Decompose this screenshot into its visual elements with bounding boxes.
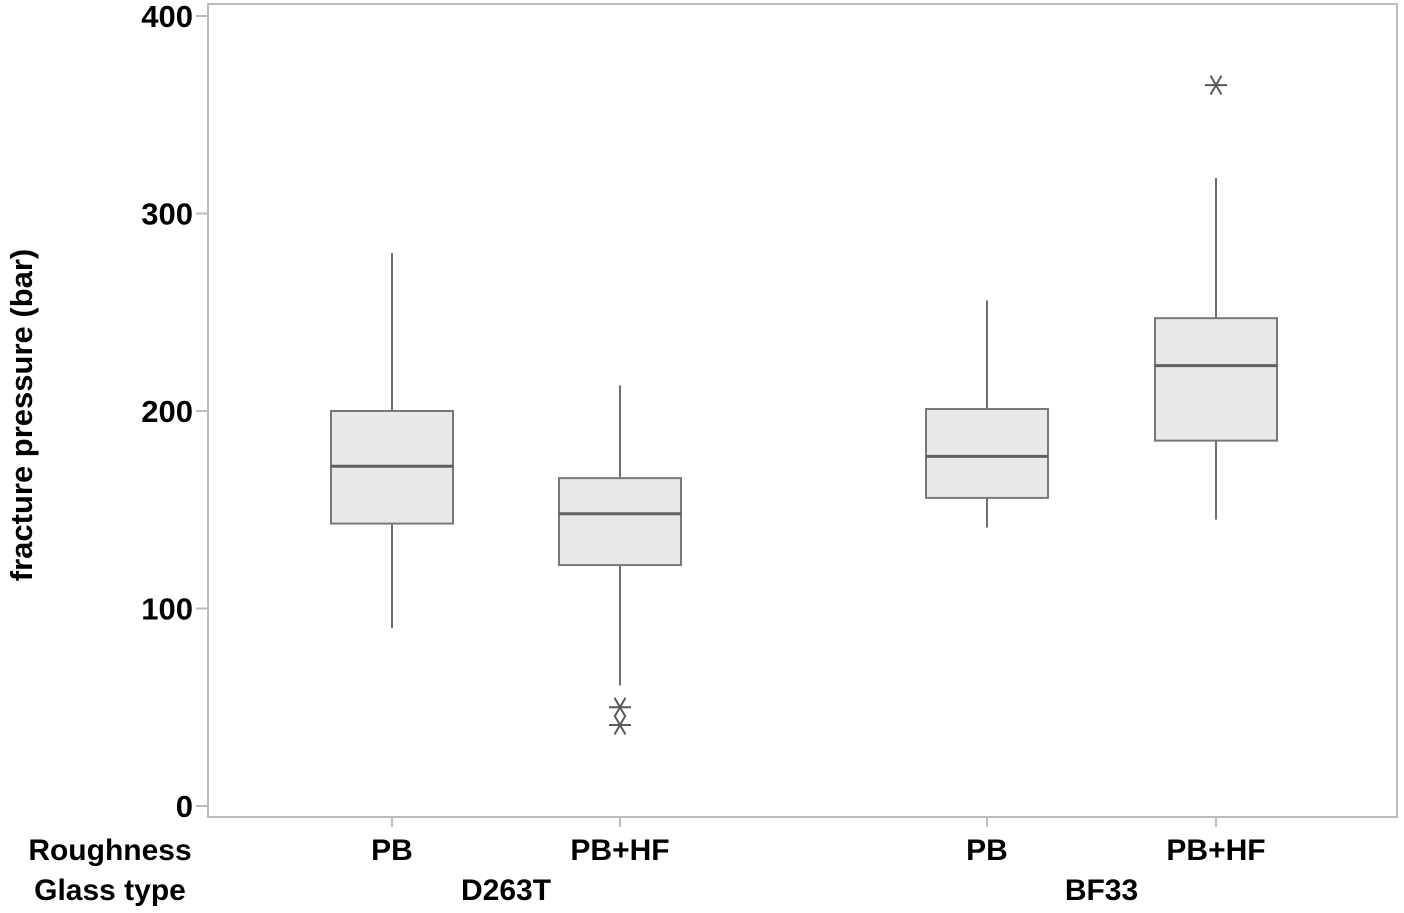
y-tick-label: 100	[141, 592, 193, 627]
y-axis-title: fracture pressure (bar)	[4, 249, 39, 582]
outlier-asterisk-stroke	[613, 697, 627, 718]
iqr-box	[1154, 317, 1278, 442]
y-tick-label: 200	[141, 394, 193, 429]
x-category-label: PB	[371, 834, 413, 867]
x-category-label: PB+HF	[570, 834, 669, 867]
glass-type-label: D263T	[461, 874, 551, 907]
x-category-label: PB	[966, 834, 1008, 867]
y-tick-label: 400	[141, 0, 193, 34]
x-axis-row-label-roughness: Roughness	[28, 834, 191, 867]
iqr-box	[925, 408, 1049, 499]
y-tick-label: 0	[176, 789, 193, 824]
x-axis-row-label-glass-type: Glass type	[34, 874, 186, 907]
glass-type-label: BF33	[1065, 874, 1138, 907]
iqr-box	[558, 477, 682, 567]
x-category-label: PB+HF	[1166, 834, 1265, 867]
outlier-asterisk-stroke	[613, 714, 627, 736]
outlier-asterisk-stroke	[1209, 75, 1223, 96]
y-tick-label: 300	[141, 197, 193, 232]
plot-area: 0 100 200 300 400 PB PB+HF PB PB+HF D263T BF33	[141, 0, 1398, 907]
